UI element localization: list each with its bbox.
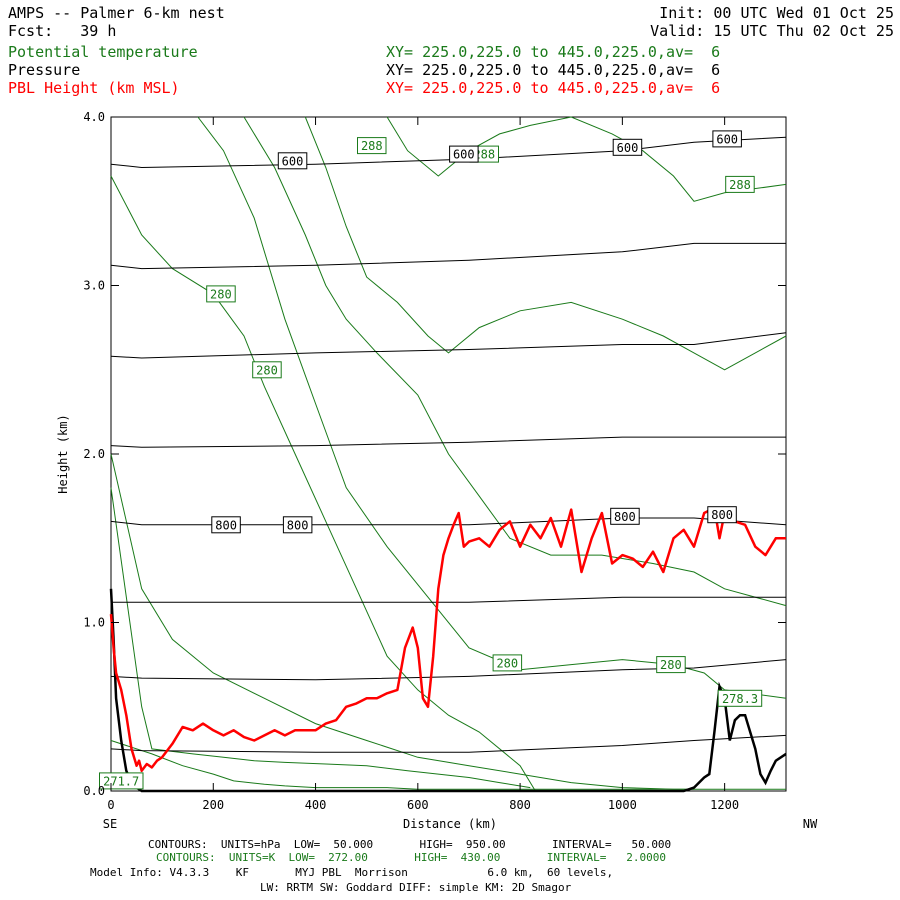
theta-contour-label: 271.7 [103, 774, 139, 788]
x-tick-label: 400 [305, 798, 327, 812]
pressure-contour-label-box [277, 152, 308, 170]
terrain-line [109, 588, 787, 793]
pressure-contour-label: 600 [453, 148, 475, 162]
theta-contour-line [386, 116, 787, 202]
y-tick-label: 1.0 [83, 616, 105, 630]
footer-model-info: Model Info: V4.3.3 KF MYJ PBL Morrison 6… [90, 866, 614, 879]
theta-contour-line [110, 487, 531, 789]
field-xy-theta: XY= 225.0,225.0 to 445.0,225.0,av= 6 [386, 43, 721, 61]
theta-contour-line [110, 175, 536, 792]
x-axis-label: Distance (km) [403, 817, 497, 831]
footer-contours-theta: CONTOURS: UNITS=K LOW= 272.00 HIGH= 430.… [156, 851, 666, 864]
y-tick-label: 4.0 [83, 110, 105, 124]
pressure-contour-label-box [610, 507, 640, 525]
field-name-pbl: PBL Height (km MSL) [8, 79, 180, 97]
field-xy-pressure: XY= 225.0,225.0 to 445.0,225.0,av= 6 [386, 61, 721, 79]
pressure-contour-label-box [449, 145, 479, 163]
theta-contour-label: 280 [496, 656, 518, 670]
pressure-contour-label-box [712, 130, 742, 148]
pressure-contour-line [110, 332, 787, 359]
theta-contour-label-box [99, 772, 144, 790]
theta-contour-label: 288 [473, 148, 495, 162]
pressure-contour-label: 600 [716, 132, 738, 146]
x-right-direction-label: NW [803, 817, 818, 831]
chart-title: AMPS -- Palmer 6-km nest [8, 4, 225, 22]
theta-contour-label: 280 [256, 363, 278, 377]
theta-contour-label-box [252, 361, 282, 379]
pressure-contour-label-box [612, 138, 643, 156]
pressure-contour-label-box [707, 506, 737, 524]
pressure-contour-label: 800 [215, 518, 237, 532]
x-tick-label: 0 [107, 798, 114, 812]
pressure-contour-line [110, 659, 787, 681]
y-axis-label: Height (km) [56, 414, 70, 493]
field-name-theta: Potential temperature [8, 43, 198, 61]
theta-contour-line [304, 116, 787, 371]
theta-contour-label-box [725, 175, 755, 193]
pressure-contour-label: 800 [614, 510, 636, 524]
theta-contour-label-box [656, 656, 686, 674]
y-tick-label: 2.0 [83, 447, 105, 461]
footer-model-physics: LW: RRTM SW: Goddard DIFF: simple KM: 2D… [260, 881, 572, 894]
pressure-contour-label-box [282, 516, 313, 534]
theta-contour-label-box [206, 285, 236, 303]
pressure-contour-line [110, 136, 787, 169]
theta-contour-label: 288 [361, 139, 383, 153]
x-tick-label: 1000 [608, 798, 637, 812]
init-time: Init: 00 UTC Wed 01 Oct 25 [659, 4, 894, 22]
field-xy-pbl: XY= 225.0,225.0 to 445.0,225.0,av= 6 [386, 79, 721, 97]
theta-contour-line [197, 116, 787, 699]
pressure-contour-line [110, 734, 787, 753]
pbl-height-line [109, 506, 786, 773]
theta-contour-label-box [717, 689, 763, 707]
theta-contour-label-box [492, 654, 523, 672]
pressure-contour-label: 600 [617, 141, 639, 155]
pressure-contour-label: 800 [711, 508, 733, 522]
field-name-pressure: Pressure [8, 61, 81, 79]
pressure-contour-line [110, 517, 787, 526]
theta-contour-label: 280 [210, 287, 232, 301]
x-tick-label: 800 [509, 798, 531, 812]
theta-contour-line [243, 116, 787, 607]
x-tick-label: 200 [202, 798, 224, 812]
pressure-contour-line [110, 242, 786, 270]
x-tick-label: 1200 [710, 798, 739, 812]
theta-contour-label: 288 [729, 178, 751, 192]
x-left-direction-label: SE [103, 817, 117, 831]
valid-time: Valid: 15 UTC Thu 02 Oct 25 [650, 22, 894, 40]
pressure-contour-line [110, 436, 786, 448]
pressure-contour-label-box [211, 516, 241, 534]
theta-contour-line [110, 740, 694, 790]
pressure-contour-label: 800 [287, 518, 309, 532]
theta-contour-line [110, 453, 786, 790]
theta-contour-label: 278.3 [722, 692, 758, 706]
y-tick-label: 0.0 [83, 784, 105, 798]
x-tick-label: 600 [407, 798, 429, 812]
footer-contours-pressure: CONTOURS: UNITS=hPa LOW= 50.000 HIGH= 95… [148, 838, 672, 851]
y-tick-label: 3.0 [83, 279, 105, 293]
theta-contour-label-box [357, 137, 387, 155]
pressure-contour-label: 600 [282, 154, 304, 168]
theta-contour-label: 280 [660, 658, 682, 672]
pressure-contour-line [111, 596, 786, 603]
forecast-hour: Fcst: 39 h [8, 22, 117, 40]
